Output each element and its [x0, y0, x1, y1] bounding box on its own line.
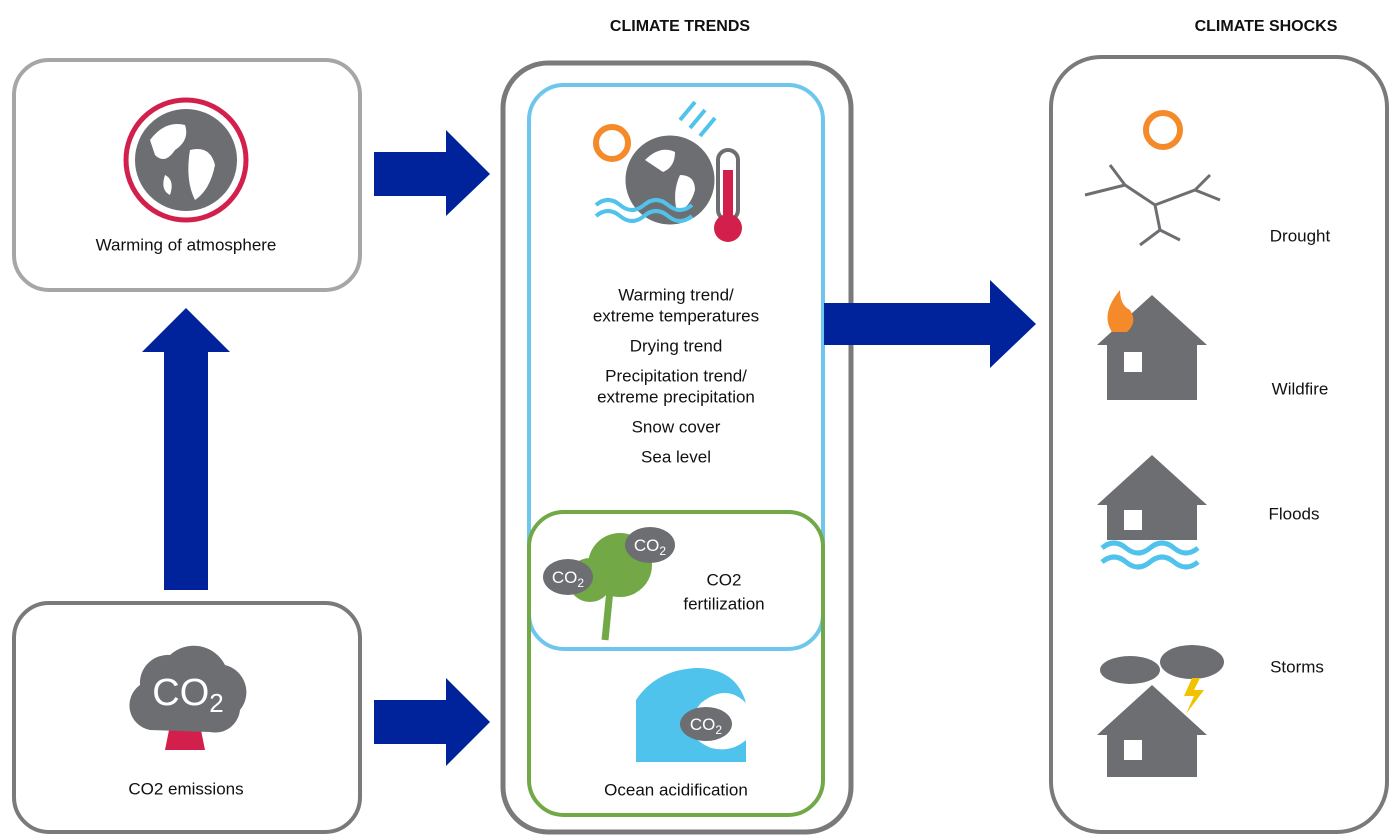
trend-item: Drying trend	[630, 336, 723, 355]
co2-icon-label: CO2	[634, 536, 667, 558]
column-header: CLIMATE TRENDS	[610, 18, 750, 35]
trend-item: extreme precipitation	[597, 387, 755, 406]
fertilization-label: CO2	[707, 570, 742, 589]
ocean-box	[527, 510, 825, 817]
arrow	[374, 130, 490, 216]
cloud	[680, 707, 732, 741]
shocks-box	[1049, 55, 1389, 834]
globe	[622, 132, 718, 228]
trends-inner-box	[527, 83, 825, 651]
house	[1097, 685, 1207, 777]
thermometer-fill	[723, 170, 733, 225]
flame	[1107, 290, 1134, 332]
cloud	[1100, 656, 1160, 684]
co2-icon-label: CO2	[552, 568, 585, 590]
sun	[1143, 110, 1183, 150]
trend-item: extreme temperatures	[593, 306, 759, 325]
acidification-label: Ocean acidification	[604, 780, 748, 799]
rain	[678, 100, 717, 138]
source-label: Warming of atmosphere	[96, 235, 277, 254]
globe-ring	[123, 97, 249, 223]
shock-label: Wildfire	[1272, 379, 1329, 398]
sun	[593, 124, 631, 162]
cloud	[129, 645, 247, 733]
co2-icon-label: CO2	[152, 672, 223, 718]
globe-land	[645, 149, 695, 212]
co2-icon-label: CO2	[690, 715, 723, 737]
cloud	[625, 527, 675, 563]
house	[1097, 455, 1207, 540]
arrow	[824, 280, 1036, 368]
trend-item: Warming trend/	[618, 285, 734, 304]
trend-item: Sea level	[641, 447, 711, 466]
emissions-box	[12, 601, 362, 834]
lightning	[1184, 678, 1204, 714]
arrow	[142, 308, 230, 590]
trend-item: Snow cover	[632, 417, 721, 436]
cloud	[1160, 645, 1224, 679]
trend-item: Precipitation trend/	[605, 366, 747, 385]
cracks	[1084, 164, 1221, 247]
trends-box	[500, 60, 854, 835]
globe-land	[150, 124, 215, 200]
arrow	[374, 678, 490, 766]
warming-box	[12, 58, 362, 292]
shock-label: Storms	[1270, 657, 1324, 676]
waves	[594, 198, 694, 223]
window	[1124, 510, 1142, 530]
waves	[1100, 540, 1200, 570]
source-label: CO2 emissions	[128, 779, 243, 798]
globe	[135, 109, 237, 211]
column-header: CLIMATE SHOCKS	[1195, 18, 1338, 35]
thermometer-bulb	[714, 214, 742, 242]
trend-list: Warming trend/extreme temperatures Drying…	[593, 285, 759, 466]
shock-label: Drought	[1270, 226, 1331, 245]
window	[1124, 352, 1142, 372]
shock-label: Floods	[1268, 504, 1319, 523]
fertilization-label: fertilization	[683, 594, 764, 613]
cloud	[543, 559, 593, 595]
window	[1124, 740, 1142, 760]
